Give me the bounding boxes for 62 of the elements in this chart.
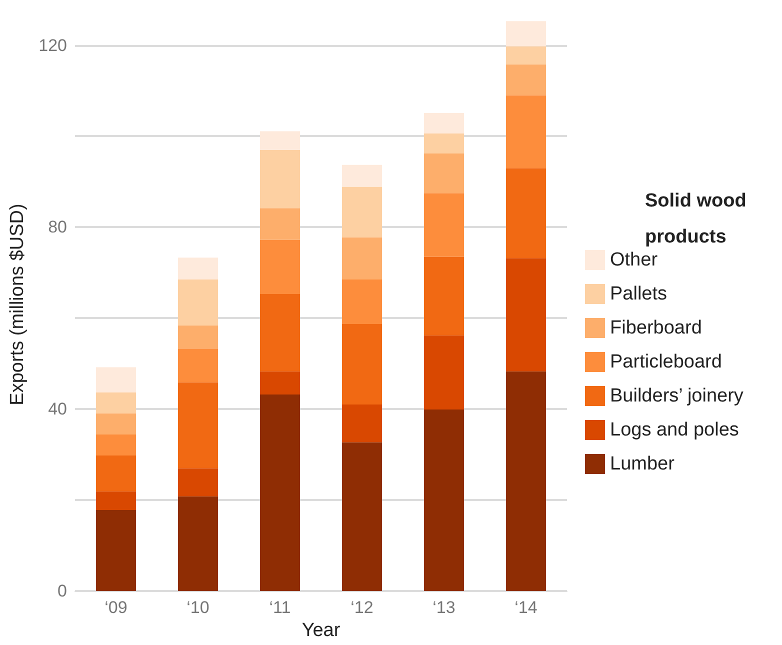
bar <box>342 279 382 324</box>
bar <box>506 46 546 64</box>
legend-label: Other <box>610 250 658 270</box>
bar <box>96 510 136 591</box>
y-tick-label: 80 <box>48 218 67 237</box>
y-axis-title: Exports (millions $USD) <box>7 204 28 406</box>
bar <box>424 113 464 134</box>
bar <box>342 186 382 238</box>
legend-label: Logs and poles <box>610 420 739 440</box>
x-tick-label: ‘09 <box>104 598 128 617</box>
x-axis-title: Year <box>302 620 341 641</box>
bar <box>96 367 136 392</box>
bar <box>506 258 546 372</box>
bar <box>506 64 546 96</box>
legend-title: Solid wood products <box>645 190 752 248</box>
legend-label: Pallets <box>610 284 668 304</box>
bar <box>178 348 218 382</box>
bar <box>424 335 464 410</box>
bar <box>260 150 300 208</box>
x-tick-label: ‘12 <box>350 598 374 617</box>
bar <box>96 413 136 435</box>
legend-label: Particleboard <box>610 352 722 372</box>
bar <box>96 392 136 414</box>
y-tick-label: 120 <box>38 36 67 55</box>
x-tick-label: ‘11 <box>269 598 291 617</box>
bar <box>506 371 546 591</box>
y-tick-label: 40 <box>48 400 67 419</box>
x-tick-label: ‘10 <box>186 598 210 617</box>
legend-label: Fiberboard <box>610 318 702 338</box>
bar <box>178 325 218 349</box>
bar <box>424 193 464 257</box>
y-tick-label: 0 <box>58 582 67 600</box>
bar <box>506 21 546 46</box>
legend-label: Lumber <box>610 454 676 474</box>
bar <box>260 371 300 395</box>
bar <box>178 496 218 591</box>
bar <box>260 240 300 294</box>
bar <box>96 455 136 492</box>
bar <box>260 394 300 591</box>
bar <box>178 279 218 326</box>
bar <box>424 256 464 336</box>
bar <box>178 382 218 468</box>
bar <box>506 95 546 168</box>
x-tick-label: ‘14 <box>514 598 538 617</box>
bar <box>506 168 546 258</box>
legend-label: Builders’ joinery <box>610 386 744 406</box>
bar <box>260 131 300 150</box>
bar <box>96 434 136 456</box>
bar <box>424 154 464 194</box>
bar <box>342 442 382 591</box>
bar <box>342 324 382 405</box>
x-tick-label: ‘13 <box>432 598 456 617</box>
bar <box>96 491 136 510</box>
bar <box>424 134 464 154</box>
bar <box>342 164 382 187</box>
bar <box>260 208 300 240</box>
bar <box>178 258 218 280</box>
bar <box>342 404 382 442</box>
bar <box>424 410 464 591</box>
bar <box>178 468 218 496</box>
bar <box>342 237 382 280</box>
bar <box>260 294 300 372</box>
